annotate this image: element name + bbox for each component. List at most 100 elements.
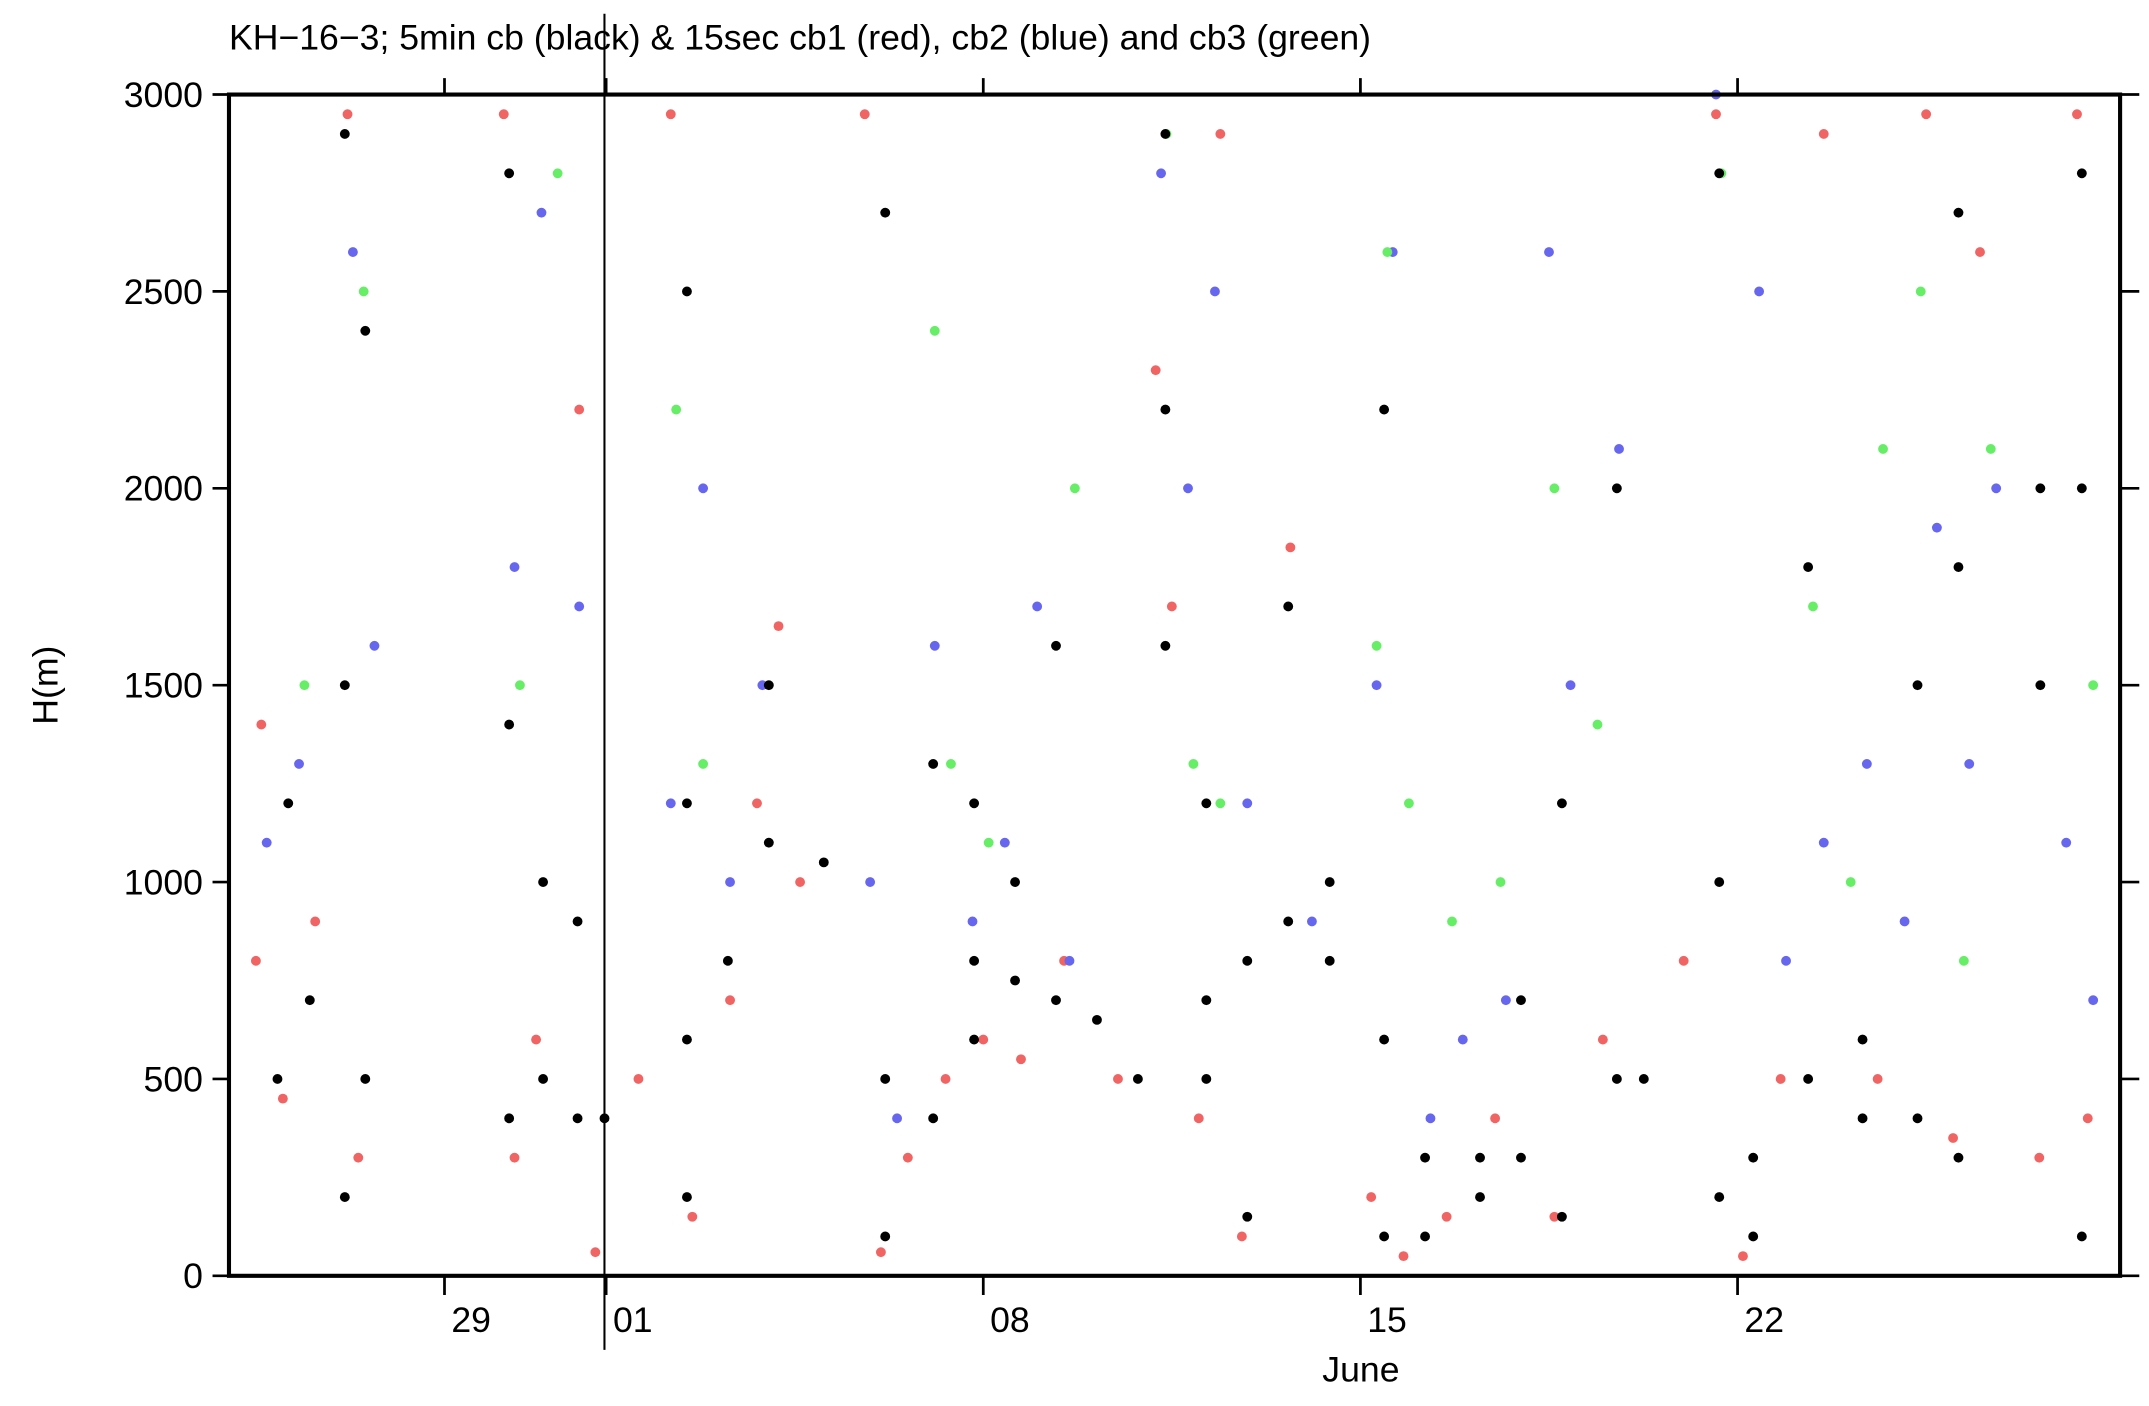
y-tick-label: 0 — [183, 1256, 203, 1296]
point — [1549, 1211, 1560, 1222]
point — [722, 955, 733, 966]
point — [818, 857, 829, 868]
point — [1166, 601, 1177, 612]
point — [347, 247, 358, 257]
point — [1490, 1113, 1501, 1124]
point — [1808, 601, 1818, 612]
point — [725, 877, 735, 887]
point — [272, 1074, 283, 1084]
point — [2061, 837, 2072, 848]
point — [552, 168, 563, 179]
point — [1953, 562, 1964, 572]
point — [928, 759, 939, 769]
y-tick-label: 3000 — [124, 75, 203, 115]
point — [969, 1034, 980, 1045]
point — [1092, 1014, 1102, 1025]
point — [682, 286, 692, 297]
point — [2076, 483, 2087, 494]
point — [859, 109, 870, 120]
point — [1051, 640, 1061, 651]
point — [360, 1074, 371, 1084]
point — [763, 837, 774, 848]
point — [531, 1034, 542, 1045]
point — [1215, 128, 1226, 139]
point — [1283, 916, 1294, 927]
point — [1614, 444, 1624, 454]
point — [1738, 1251, 1748, 1262]
point — [1516, 995, 1526, 1006]
point — [1818, 128, 1829, 139]
point — [1201, 798, 1212, 809]
point — [1379, 1034, 1390, 1045]
point — [572, 1113, 583, 1124]
point — [698, 483, 709, 494]
point — [880, 1231, 891, 1242]
point — [1188, 759, 1199, 769]
point — [1032, 601, 1043, 612]
point — [983, 837, 994, 848]
point — [509, 562, 520, 572]
plot-frame — [226, 92, 2123, 1278]
point — [1912, 1113, 1923, 1124]
point — [250, 955, 261, 966]
point — [1638, 1074, 1649, 1084]
point — [1051, 995, 1061, 1006]
point — [1371, 680, 1382, 691]
point — [1748, 1152, 1759, 1163]
point — [1711, 109, 1721, 120]
point — [1201, 1074, 1212, 1084]
point — [1803, 562, 1814, 572]
point — [1113, 1074, 1123, 1084]
point — [682, 1034, 692, 1045]
y-tick-label: 1000 — [124, 862, 203, 902]
point — [1985, 444, 1996, 454]
point — [590, 1247, 601, 1258]
point — [978, 1034, 989, 1045]
point — [1475, 1192, 1485, 1202]
point — [1857, 1034, 1868, 1045]
point — [1379, 1231, 1390, 1242]
point — [1964, 759, 1975, 769]
point — [1160, 640, 1171, 651]
point — [1861, 759, 1872, 769]
point — [1592, 719, 1603, 730]
point — [1915, 286, 1926, 297]
point — [1857, 1113, 1868, 1124]
point — [892, 1113, 902, 1124]
point — [2034, 1152, 2045, 1163]
point — [310, 916, 321, 927]
y-tick-label: 2500 — [124, 272, 203, 312]
point — [574, 404, 585, 415]
point — [967, 916, 978, 927]
point — [1611, 483, 1622, 494]
point — [902, 1152, 913, 1163]
point — [763, 680, 774, 691]
point — [1150, 365, 1161, 376]
point — [1201, 995, 1212, 1006]
point — [1953, 1152, 1964, 1163]
point — [1516, 1152, 1526, 1163]
point — [256, 719, 267, 730]
point — [773, 621, 784, 632]
point — [929, 325, 940, 336]
point — [2076, 1231, 2087, 1242]
point — [536, 207, 547, 218]
point — [514, 680, 525, 691]
point — [504, 719, 515, 730]
point — [1064, 955, 1075, 966]
point — [1748, 1231, 1759, 1242]
point — [1845, 877, 1856, 887]
point — [1948, 1133, 1959, 1143]
point — [969, 955, 980, 966]
point — [2035, 680, 2046, 691]
point — [1991, 483, 2002, 494]
point — [1931, 522, 1942, 533]
point — [1306, 916, 1317, 927]
point — [1872, 1074, 1883, 1084]
point — [1069, 483, 1080, 494]
point — [633, 1074, 644, 1084]
point — [504, 1113, 515, 1124]
point — [671, 404, 682, 415]
